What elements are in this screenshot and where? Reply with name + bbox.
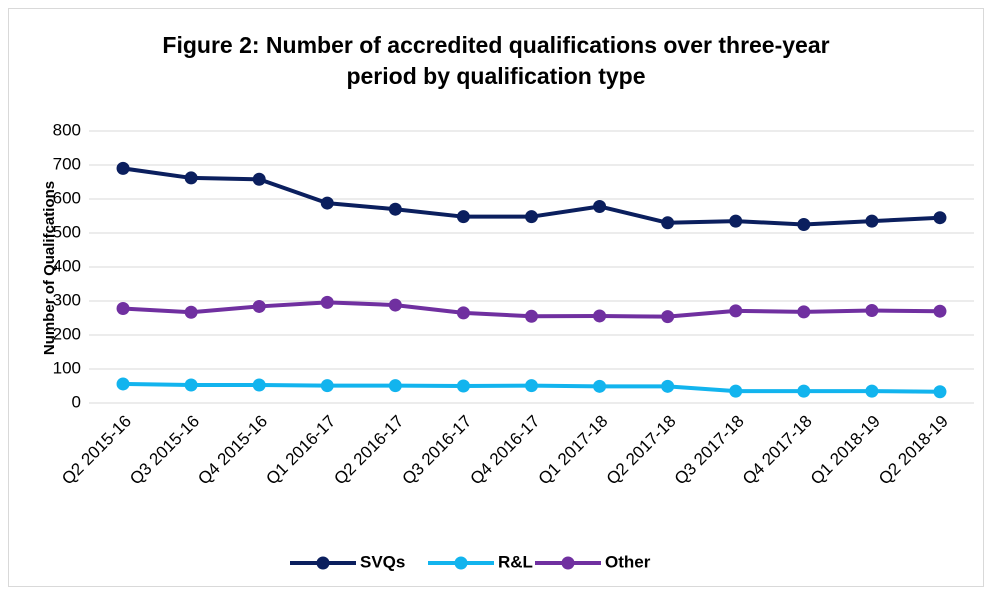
legend-label: Other [605, 552, 651, 571]
point [933, 211, 947, 225]
point [388, 379, 402, 393]
point [661, 216, 675, 230]
y-tick-label: 200 [53, 324, 81, 343]
point [729, 384, 743, 398]
y-axis-label: Number of Qualifcations [41, 181, 58, 355]
y-tick-label: 400 [53, 256, 81, 275]
point [797, 305, 811, 319]
point [184, 378, 198, 392]
point [525, 379, 538, 393]
point [661, 310, 675, 324]
point [729, 304, 743, 318]
point [525, 309, 538, 323]
point [116, 377, 130, 391]
legend-marker [316, 556, 330, 570]
point [320, 295, 334, 309]
y-tick-label: 800 [53, 120, 81, 139]
point [593, 199, 607, 213]
point [320, 379, 334, 393]
legend-marker [454, 556, 468, 570]
point [116, 161, 130, 175]
legend-label: SVQs [360, 552, 405, 571]
point [933, 385, 947, 399]
point [252, 299, 266, 313]
y-tick-label: 100 [53, 358, 81, 377]
point [797, 218, 811, 231]
point [252, 172, 266, 186]
point [865, 304, 879, 318]
chart-border [8, 8, 984, 587]
point [184, 305, 198, 319]
chart-title: Figure 2: Number of accredited qualifica… [162, 32, 830, 89]
y-tick-label: 0 [72, 392, 81, 411]
point [865, 384, 879, 398]
point [797, 384, 811, 398]
y-tick-label: 300 [53, 290, 81, 309]
point [320, 196, 334, 210]
point [388, 202, 402, 216]
point [661, 379, 675, 393]
point [252, 378, 266, 392]
y-tick-label: 600 [53, 188, 81, 207]
point [388, 298, 402, 312]
y-tick-label: 700 [53, 154, 81, 173]
point [456, 379, 470, 393]
point [456, 210, 470, 224]
point [593, 379, 607, 393]
legend-marker [561, 556, 575, 570]
point [525, 210, 538, 224]
point [184, 171, 198, 185]
point [116, 301, 130, 315]
point [456, 306, 470, 320]
point [933, 304, 947, 318]
y-tick-label: 500 [53, 222, 81, 241]
point [593, 309, 607, 323]
point [729, 214, 743, 228]
legend-label: R&L [498, 552, 533, 571]
point [865, 214, 879, 228]
